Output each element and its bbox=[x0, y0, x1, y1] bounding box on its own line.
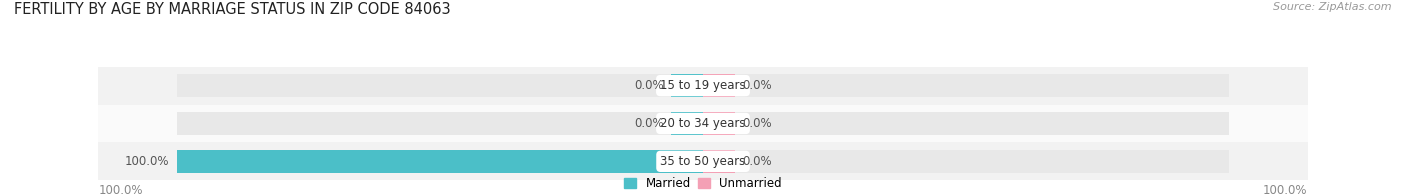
Bar bbox=[672, 112, 703, 135]
Text: 0.0%: 0.0% bbox=[742, 117, 772, 130]
Text: 100.0%: 100.0% bbox=[98, 184, 143, 196]
Bar bbox=[98, 67, 1308, 104]
Bar bbox=[177, 150, 703, 173]
Bar bbox=[703, 74, 734, 97]
Text: 0.0%: 0.0% bbox=[742, 79, 772, 92]
Bar bbox=[177, 112, 703, 135]
Bar bbox=[98, 142, 1308, 180]
Bar bbox=[703, 112, 734, 135]
Bar bbox=[672, 74, 703, 97]
Text: 15 to 19 years: 15 to 19 years bbox=[661, 79, 745, 92]
Bar bbox=[177, 74, 703, 97]
Bar bbox=[703, 150, 734, 173]
Text: 20 to 34 years: 20 to 34 years bbox=[661, 117, 745, 130]
Text: 0.0%: 0.0% bbox=[634, 117, 664, 130]
Bar bbox=[703, 74, 1229, 97]
Bar bbox=[98, 104, 1308, 142]
Bar bbox=[703, 112, 1229, 135]
Text: 0.0%: 0.0% bbox=[742, 155, 772, 168]
Text: 100.0%: 100.0% bbox=[1263, 184, 1308, 196]
Text: 0.0%: 0.0% bbox=[634, 79, 664, 92]
Text: 100.0%: 100.0% bbox=[125, 155, 169, 168]
Text: 35 to 50 years: 35 to 50 years bbox=[661, 155, 745, 168]
Text: Source: ZipAtlas.com: Source: ZipAtlas.com bbox=[1274, 2, 1392, 12]
Legend: Married, Unmarried: Married, Unmarried bbox=[624, 177, 782, 190]
Bar bbox=[703, 150, 1229, 173]
Text: FERTILITY BY AGE BY MARRIAGE STATUS IN ZIP CODE 84063: FERTILITY BY AGE BY MARRIAGE STATUS IN Z… bbox=[14, 2, 451, 17]
Bar bbox=[177, 150, 703, 173]
